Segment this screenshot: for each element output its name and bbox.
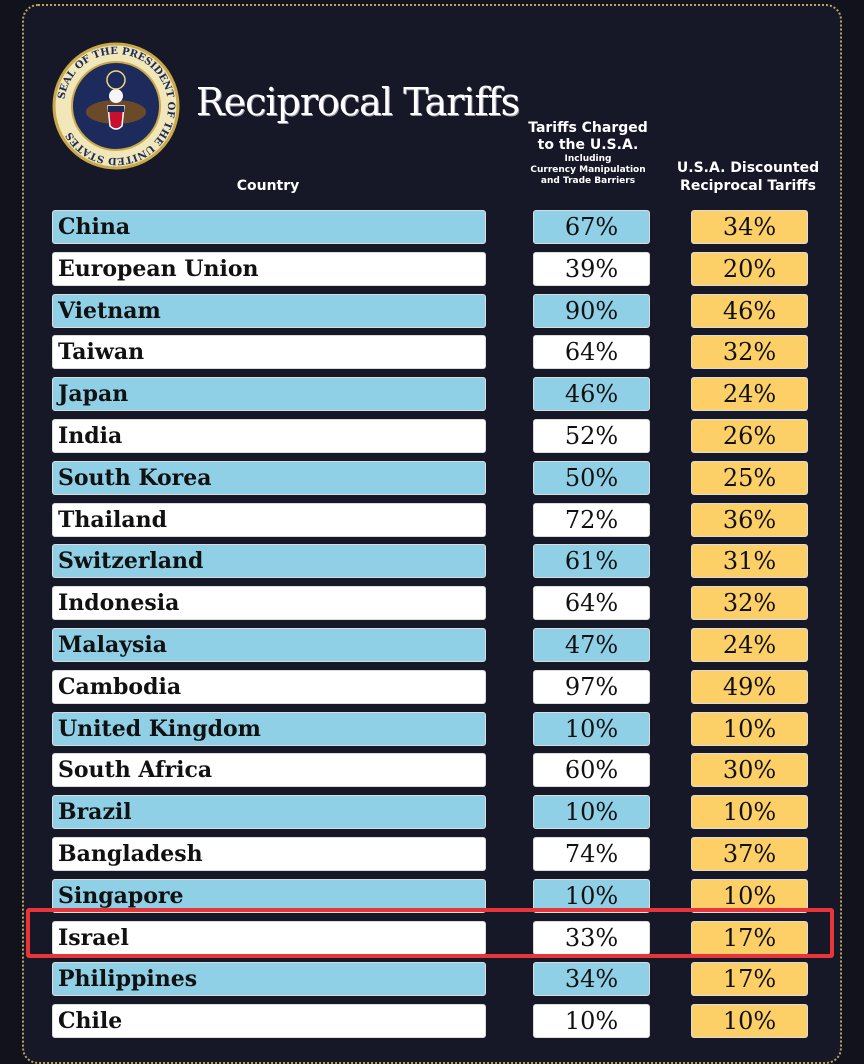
discounted-tariff-cell: 30% <box>691 753 808 787</box>
discounted-tariff-cell: 26% <box>691 419 808 453</box>
table-row: Philippines 34% 17% <box>0 962 864 998</box>
country-cell: Bangladesh <box>52 837 486 871</box>
tariff-charged-cell: 64% <box>533 335 650 369</box>
table-row: Bangladesh 74% 37% <box>0 837 864 873</box>
discounted-tariff-cell: 32% <box>691 335 808 369</box>
discounted-tariff-cell: 10% <box>691 879 808 913</box>
tariff-charged-cell: 33% <box>533 921 650 955</box>
country-cell: Israel <box>52 921 486 955</box>
country-cell: Indonesia <box>52 586 486 620</box>
discounted-tariff-cell: 10% <box>691 795 808 829</box>
header-charged-sub2: Currency Manipulation <box>530 165 646 175</box>
table-row: South Africa 60% 30% <box>0 753 864 789</box>
page-title: Reciprocal Tariffs <box>196 80 520 124</box>
country-cell: Switzerland <box>52 544 486 578</box>
table-row: India 52% 26% <box>0 419 864 455</box>
header-charged-sub3: and Trade Barriers <box>540 176 636 186</box>
table-row: European Union 39% 20% <box>0 252 864 288</box>
discounted-tariff-cell: 10% <box>691 1004 808 1038</box>
country-cell: China <box>52 210 486 244</box>
table-row: China 67% 34% <box>0 210 864 246</box>
column-header-tariffs-charged: Tariffs Charged to the U.S.A. Including … <box>510 120 666 187</box>
header-discounted-line2: Reciprocal Tariffs <box>680 178 816 194</box>
header-charged-sub1: Including <box>564 154 612 164</box>
table-row: Chile 10% 10% <box>0 1004 864 1040</box>
country-cell: Taiwan <box>52 335 486 369</box>
tariff-charged-cell: 61% <box>533 544 650 578</box>
discounted-tariff-cell: 20% <box>691 252 808 286</box>
tariff-charged-cell: 64% <box>533 586 650 620</box>
country-cell: India <box>52 419 486 453</box>
country-cell: South Korea <box>52 461 486 495</box>
table-row: Malaysia 47% 24% <box>0 628 864 664</box>
column-header-discounted-tariffs: U.S.A. Discounted Reciprocal Tariffs <box>672 159 824 195</box>
country-cell: Vietnam <box>52 294 486 328</box>
country-cell: Malaysia <box>52 628 486 662</box>
country-cell: South Africa <box>52 753 486 787</box>
table-row: Vietnam 90% 46% <box>0 294 864 330</box>
table-row: Japan 46% 24% <box>0 377 864 413</box>
discounted-tariff-cell: 24% <box>691 628 808 662</box>
discounted-tariff-cell: 10% <box>691 712 808 746</box>
discounted-tariff-cell: 24% <box>691 377 808 411</box>
table-row: Indonesia 64% 32% <box>0 586 864 622</box>
country-cell: Thailand <box>52 503 486 537</box>
country-cell: Cambodia <box>52 670 486 704</box>
discounted-tariff-cell: 36% <box>691 503 808 537</box>
tariff-charged-cell: 90% <box>533 294 650 328</box>
country-cell: Japan <box>52 377 486 411</box>
tariff-charged-cell: 67% <box>533 210 650 244</box>
discounted-tariff-cell: 17% <box>691 962 808 996</box>
tariff-charged-cell: 74% <box>533 837 650 871</box>
discounted-tariff-cell: 49% <box>691 670 808 704</box>
table-row: Thailand 72% 36% <box>0 503 864 539</box>
discounted-tariff-cell: 17% <box>691 921 808 955</box>
table-row: Singapore 10% 10% <box>0 879 864 915</box>
country-cell: European Union <box>52 252 486 286</box>
discounted-tariff-cell: 46% <box>691 294 808 328</box>
tariff-charged-cell: 50% <box>533 461 650 495</box>
tariff-charged-cell: 34% <box>533 962 650 996</box>
discounted-tariff-cell: 31% <box>691 544 808 578</box>
table-row: Cambodia 97% 49% <box>0 670 864 706</box>
tariff-charged-cell: 39% <box>533 252 650 286</box>
table-row: South Korea 50% 25% <box>0 461 864 497</box>
discounted-tariff-cell: 34% <box>691 210 808 244</box>
country-cell: Philippines <box>52 962 486 996</box>
tariff-charged-cell: 60% <box>533 753 650 787</box>
table-row: Brazil 10% 10% <box>0 795 864 831</box>
discounted-tariff-cell: 25% <box>691 461 808 495</box>
table-row: Switzerland 61% 31% <box>0 544 864 580</box>
tariff-charged-cell: 10% <box>533 712 650 746</box>
tariff-charged-cell: 10% <box>533 1004 650 1038</box>
tariff-charged-cell: 72% <box>533 503 650 537</box>
country-cell: Singapore <box>52 879 486 913</box>
tariff-charged-cell: 52% <box>533 419 650 453</box>
discounted-tariff-cell: 32% <box>691 586 808 620</box>
eagle-icon <box>86 70 146 130</box>
header-charged-line1: Tariffs Charged <box>528 120 648 136</box>
column-header-country: Country <box>236 178 300 194</box>
country-cell: Chile <box>52 1004 486 1038</box>
table-row: United Kingdom 10% 10% <box>0 712 864 748</box>
table-row: Taiwan 64% 32% <box>0 335 864 371</box>
tariff-charged-cell: 46% <box>533 377 650 411</box>
header-discounted-line1: U.S.A. Discounted <box>676 160 820 176</box>
tariff-charged-cell: 10% <box>533 795 650 829</box>
header-charged-line2: to the U.S.A. <box>537 137 639 153</box>
tariff-charged-cell: 10% <box>533 879 650 913</box>
table-row: Israel 33% 17% <box>0 921 864 957</box>
tariff-charged-cell: 97% <box>533 670 650 704</box>
presidential-seal-icon: SEAL OF THE PRESIDENT OF THE UNITED STAT… <box>52 42 180 170</box>
discounted-tariff-cell: 37% <box>691 837 808 871</box>
country-cell: Brazil <box>52 795 486 829</box>
country-cell: United Kingdom <box>52 712 486 746</box>
tariff-charged-cell: 47% <box>533 628 650 662</box>
